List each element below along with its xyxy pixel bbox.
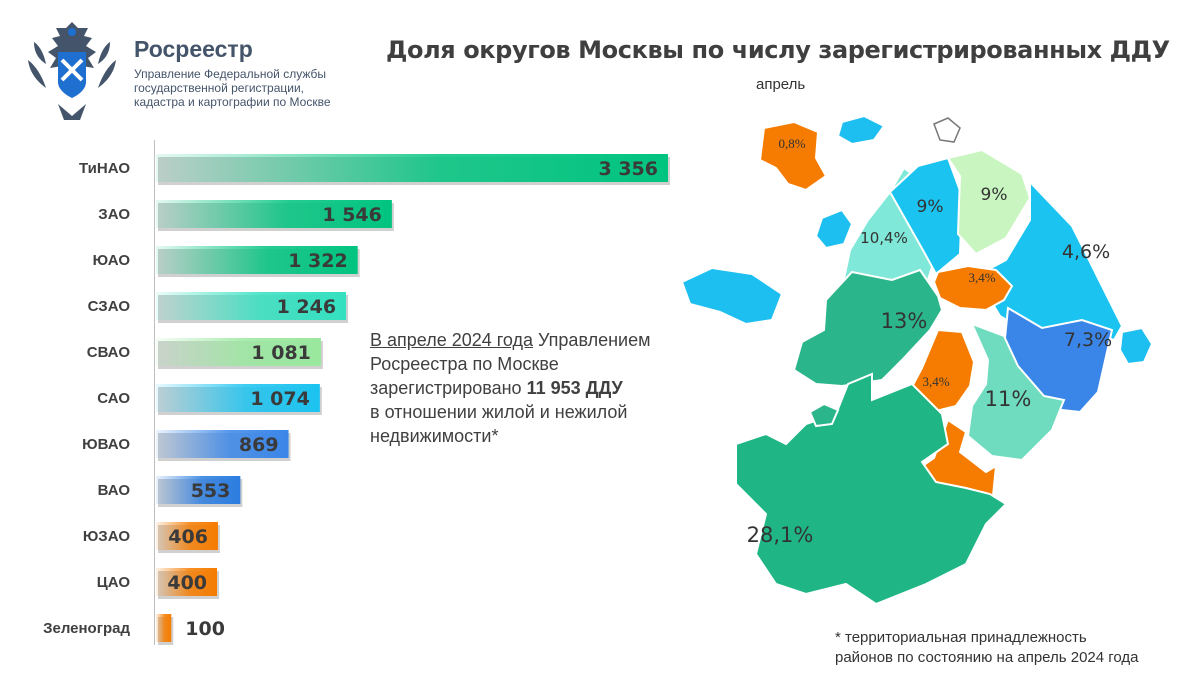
map-exclave [836, 114, 886, 146]
category-label: Зеленоград [43, 620, 130, 637]
footnote: * территориальная принадлежность районов… [835, 628, 1139, 668]
category-label: ЗАО [98, 206, 130, 223]
bar-5 [156, 338, 321, 366]
map-share-label: 9% [917, 197, 944, 217]
category-label: ЮАО [93, 252, 131, 269]
map-district-svao [946, 148, 1032, 256]
category-label: СЗАО [88, 298, 131, 315]
chart-axis-line [154, 140, 155, 645]
map-district-inner-enclave [808, 402, 840, 428]
bar-3 [156, 246, 358, 274]
bar-11 [156, 614, 172, 642]
value-label: 869 [239, 434, 279, 456]
value-label: 3 356 [599, 158, 659, 180]
note-text: Управлением [533, 330, 651, 350]
brand-subtitle: Управление Федеральной службы государств… [134, 67, 364, 109]
summary-note: В апреле 2024 года Управлением Росреестр… [370, 328, 700, 448]
category-label: ТиНАО [79, 160, 130, 177]
category-label: САО [97, 390, 130, 407]
brand-subtitle-line: Управление Федеральной службы [134, 67, 326, 81]
note-text: недвижимости* [370, 426, 499, 446]
chart-title: Доля округов Москвы по числу зарегистрир… [386, 36, 1170, 64]
brand-subtitle-line: кадастра и картографии по Москве [134, 95, 331, 109]
category-label: ЮВАО [82, 436, 130, 453]
map-share-label: 4,6% [1062, 241, 1110, 263]
note-total: 11 953 ДДУ [526, 378, 623, 398]
value-label: 400 [167, 572, 207, 594]
footnote-line: районов по состоянию на апрель 2024 года [835, 649, 1139, 666]
map-district-zao [792, 268, 944, 388]
map-exclave [1118, 326, 1154, 366]
map-share-label: 13% [881, 309, 928, 333]
map-exclave [933, 117, 961, 143]
bar-6 [156, 384, 320, 412]
bar-4 [156, 292, 347, 320]
bar-chart: ТиНАО 3 356 ЗАО 1 546 ЮАО 1 322 СЗАО 1 246 СВАО 1… [43, 154, 670, 645]
category-label: ЮЗАО [83, 528, 131, 545]
value-label: 1 074 [250, 388, 310, 410]
map-exclave [680, 266, 784, 326]
value-label: 100 [185, 618, 225, 640]
brand-subtitle-line: государственной регистрации, [134, 81, 304, 95]
map-share-label: 9% [981, 185, 1008, 205]
category-label: СВАО [87, 344, 131, 361]
category-label: ЦАО [97, 574, 131, 591]
bar-10 [156, 568, 218, 596]
map-district-tinao [735, 372, 1008, 606]
map-district-cao [932, 264, 1014, 312]
rosreestr-emblem-icon [28, 22, 116, 120]
moscow-districts-map: 0,8% 9% 9% 10,4% 4,6% 3,4% 13% 7,3% 3,4% 11% 28,1% [680, 114, 1154, 606]
value-label: 1 322 [288, 250, 348, 272]
category-label: ВАО [98, 482, 131, 499]
map-share-label: 0,8% [778, 136, 805, 151]
map-exclave [814, 208, 854, 250]
value-label: 1 246 [277, 296, 337, 318]
map-district-yuao [966, 322, 1066, 462]
value-label: 1 081 [251, 342, 311, 364]
footnote-line: * территориальная принадлежность [835, 629, 1087, 646]
brand-name: Росреестр [134, 36, 253, 62]
bar-7 [156, 430, 289, 458]
month-label: апрель [756, 76, 806, 93]
map-share-label: 28,1% [747, 523, 814, 547]
map-share-label: 10,4% [860, 229, 908, 247]
map-share-label: 11% [985, 387, 1032, 411]
value-label: 553 [191, 480, 231, 502]
map-share-label: 3,4% [968, 270, 995, 285]
map-share-label: 7,3% [1064, 329, 1112, 351]
map-district-zelenograd [758, 120, 828, 192]
note-period: В апреле 2024 года [370, 330, 534, 350]
map-share-label: 3,4% [922, 374, 949, 389]
bar-8 [156, 476, 241, 504]
bar-1 [156, 154, 668, 182]
bar-9 [156, 522, 218, 550]
value-label: 1 546 [322, 204, 382, 226]
note-text: зарегистрировано [370, 378, 527, 398]
map-district-yuzao [904, 328, 976, 414]
value-label: 406 [168, 526, 208, 548]
note-text: в отношении жилой и нежилой [370, 402, 628, 422]
bar-2 [156, 200, 392, 228]
note-text: Росреестра по Москве [370, 354, 559, 374]
